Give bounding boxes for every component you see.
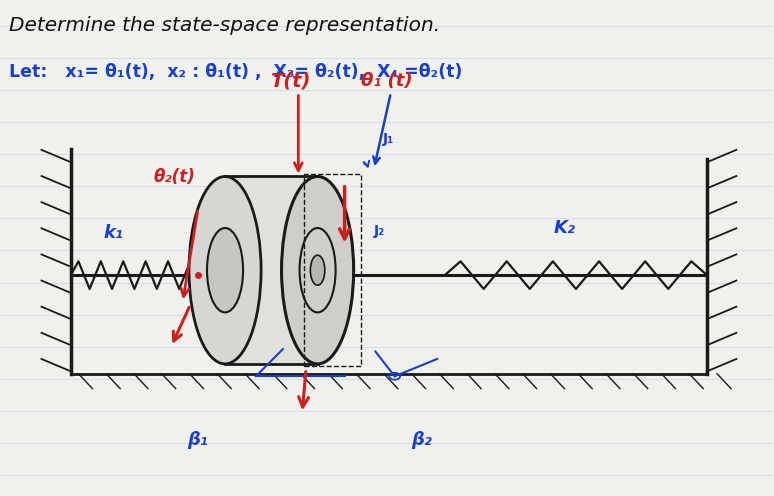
Ellipse shape (189, 177, 261, 364)
Text: θ₂(t): θ₂(t) (154, 168, 196, 186)
Bar (303, 174, 361, 367)
Text: k₁: k₁ (103, 224, 123, 242)
Ellipse shape (282, 177, 354, 364)
Text: J₁: J₁ (383, 132, 395, 146)
Text: θ₁ (t): θ₁ (t) (361, 72, 413, 90)
Text: β₁: β₁ (187, 432, 208, 449)
Text: Determine the state-space representation.: Determine the state-space representation… (9, 16, 440, 35)
Text: β₂: β₂ (411, 432, 432, 449)
Text: J₂: J₂ (374, 224, 385, 238)
FancyBboxPatch shape (225, 177, 317, 364)
Text: K₂: K₂ (553, 219, 575, 237)
Ellipse shape (207, 228, 243, 312)
Text: Let:   x₁= θ₁(t),  x₂ : θ̇₁(t) ,  X₃= θ₂(t),  X₄ =θ̇₂(t): Let: x₁= θ₁(t), x₂ : θ̇₁(t) , X₃= θ₂(t),… (9, 63, 463, 81)
Ellipse shape (310, 255, 325, 285)
Text: T(t): T(t) (270, 71, 311, 90)
